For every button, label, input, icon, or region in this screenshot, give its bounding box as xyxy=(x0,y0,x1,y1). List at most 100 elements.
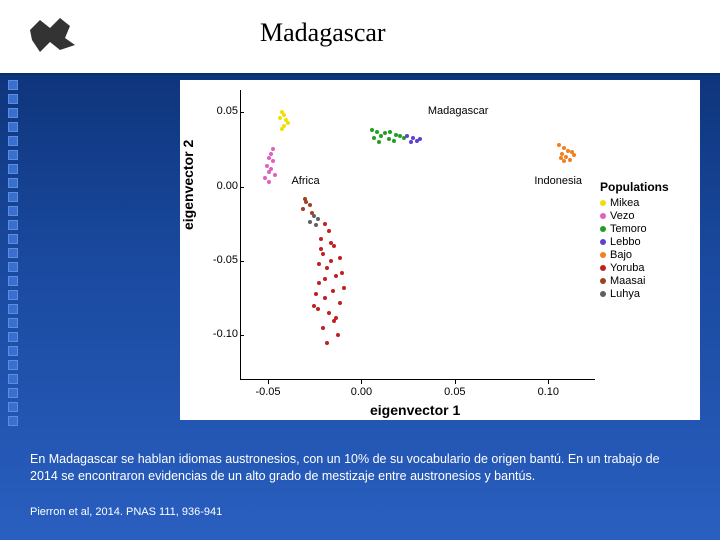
data-point xyxy=(405,134,409,138)
data-point xyxy=(316,307,320,311)
data-point xyxy=(267,180,271,184)
logo-icon xyxy=(20,10,90,65)
legend-item: Luhya xyxy=(600,288,695,300)
data-point xyxy=(418,137,422,141)
data-point xyxy=(321,252,325,256)
data-point xyxy=(271,159,275,163)
data-point xyxy=(323,277,327,281)
citation-text: Pierron et al, 2014. PNAS 111, 936-941 xyxy=(30,506,222,518)
region-label: Indonesia xyxy=(534,175,582,187)
data-point xyxy=(334,274,338,278)
legend-label: Yoruba xyxy=(610,262,644,274)
legend-dot-icon xyxy=(600,291,606,297)
legend-dot-icon xyxy=(600,213,606,219)
y-tick: -0.05 xyxy=(208,254,238,266)
legend-item: Lebbo xyxy=(600,236,695,248)
data-point xyxy=(267,170,271,174)
data-point xyxy=(375,130,379,134)
data-point xyxy=(379,134,383,138)
y-axis-label: eigenvector 2 xyxy=(180,140,196,230)
data-point xyxy=(327,229,331,233)
data-point xyxy=(388,130,392,134)
legend-dot-icon xyxy=(600,200,606,206)
y-tick: 0.05 xyxy=(208,105,238,117)
data-point xyxy=(278,116,282,120)
data-point xyxy=(263,176,267,180)
data-point xyxy=(273,173,277,177)
chart-panel: eigenvector 2 eigenvector 1 Madagascar Af… xyxy=(180,80,700,420)
data-point xyxy=(323,296,327,300)
legend-label: Bajo xyxy=(610,249,632,261)
data-point xyxy=(317,262,321,266)
data-point xyxy=(383,131,387,135)
data-point xyxy=(323,222,327,226)
region-label: Africa xyxy=(291,175,319,187)
data-point xyxy=(271,147,275,151)
x-axis-label: eigenvector 1 xyxy=(370,402,460,418)
data-point xyxy=(329,259,333,263)
legend-item: Yoruba xyxy=(600,262,695,274)
legend: Populations MikeaVezoTemoroLebboBajoYoru… xyxy=(600,180,695,301)
legend-item: Bajo xyxy=(600,249,695,261)
legend-dot-icon xyxy=(600,265,606,271)
data-point xyxy=(280,127,284,131)
data-point xyxy=(316,217,320,221)
caption-text: En Madagascar se hablan idiomas austrone… xyxy=(30,451,690,485)
region-label: Madagascar xyxy=(428,105,489,117)
data-point xyxy=(269,152,273,156)
y-tick: 0.00 xyxy=(208,180,238,192)
legend-item: Temoro xyxy=(600,223,695,235)
data-point xyxy=(331,289,335,293)
data-point xyxy=(282,113,286,117)
data-point xyxy=(301,207,305,211)
data-point xyxy=(319,237,323,241)
data-point xyxy=(332,244,336,248)
legend-label: Maasai xyxy=(610,275,645,287)
data-point xyxy=(319,247,323,251)
legend-label: Temoro xyxy=(610,223,647,235)
data-point xyxy=(387,137,391,141)
data-point xyxy=(286,121,290,125)
legend-label: Vezo xyxy=(610,210,634,222)
data-point xyxy=(342,286,346,290)
legend-label: Luhya xyxy=(610,288,640,300)
data-point xyxy=(325,341,329,345)
data-point xyxy=(562,159,566,163)
data-point xyxy=(572,153,576,157)
data-point xyxy=(317,281,321,285)
data-point xyxy=(338,256,342,260)
page-title: Madagascar xyxy=(260,18,386,48)
x-tick: 0.10 xyxy=(528,386,568,398)
data-point xyxy=(308,203,312,207)
data-point xyxy=(314,223,318,227)
x-tick: 0.00 xyxy=(341,386,381,398)
data-point xyxy=(312,304,316,308)
data-point xyxy=(314,292,318,296)
data-point xyxy=(308,220,312,224)
data-point xyxy=(340,271,344,275)
x-tick: -0.05 xyxy=(248,386,288,398)
legend-dot-icon xyxy=(600,278,606,284)
data-point xyxy=(321,326,325,330)
data-point xyxy=(411,136,415,140)
header: Madagascar xyxy=(0,0,720,75)
data-point xyxy=(557,143,561,147)
data-point xyxy=(377,140,381,144)
data-point xyxy=(325,266,329,270)
legend-dot-icon xyxy=(600,252,606,258)
legend-item: Vezo xyxy=(600,210,695,222)
data-point xyxy=(327,311,331,315)
y-tick: -0.10 xyxy=(208,328,238,340)
plot-area: Madagascar Africa Indonesia xyxy=(240,90,595,380)
data-point xyxy=(329,241,333,245)
legend-dot-icon xyxy=(600,226,606,232)
legend-item: Maasai xyxy=(600,275,695,287)
data-point xyxy=(334,316,338,320)
data-point xyxy=(303,197,307,201)
legend-label: Lebbo xyxy=(610,236,641,248)
legend-label: Mikea xyxy=(610,197,639,209)
side-decoration xyxy=(8,80,22,460)
data-point xyxy=(336,333,340,337)
legend-dot-icon xyxy=(600,239,606,245)
data-point xyxy=(409,140,413,144)
